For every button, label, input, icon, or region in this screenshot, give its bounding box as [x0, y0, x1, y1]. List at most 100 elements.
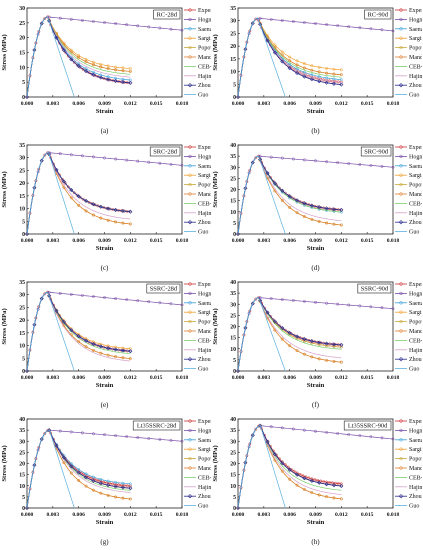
y-tick-label: 25	[19, 21, 25, 27]
y-tick-label: 20	[230, 44, 236, 50]
series-marker	[331, 207, 336, 212]
legend-marker	[188, 27, 192, 31]
legend-label: Saenz	[198, 164, 211, 170]
series-marker	[62, 461, 66, 465]
y-tick-label: 30	[230, 439, 236, 445]
legend-label: Mander et al.	[409, 55, 422, 61]
series-marker	[125, 435, 129, 439]
plot-frame	[237, 281, 394, 372]
legend-marker	[188, 447, 192, 451]
series-marker	[120, 208, 125, 213]
series-marker	[272, 50, 277, 55]
y-tick-label: 20	[19, 462, 25, 468]
y-tick-label: 35	[19, 143, 25, 149]
series-line	[237, 425, 394, 509]
series-marker	[147, 300, 151, 304]
series-marker	[291, 427, 295, 431]
series-marker	[280, 198, 284, 202]
legend-marker	[399, 438, 403, 442]
series-marker	[84, 472, 88, 476]
series-marker	[295, 472, 300, 477]
legend-label: Popovics	[198, 457, 211, 463]
chart-panel: 0.000 0.003 0.006 0.009 0.012 0.015 0.018 0 5 10 1…	[212, 280, 422, 409]
x-tick-label: 0.012	[124, 512, 137, 518]
panel-label: (e)	[101, 401, 109, 409]
legend-label: Mander et al.	[198, 329, 211, 335]
series-marker	[291, 157, 295, 161]
specimen-title: RC-28d	[157, 12, 178, 19]
series-marker	[317, 480, 322, 485]
legend-label: Popovics	[198, 183, 211, 189]
series-marker	[295, 200, 299, 204]
series-line	[237, 297, 286, 372]
legend-marker	[188, 329, 192, 333]
series-marker	[180, 303, 184, 307]
x-tick-label: 0.018	[176, 375, 189, 381]
legend-label: Sargin	[409, 447, 422, 453]
series-marker	[288, 206, 292, 209]
legend-label: CEB-FIP	[198, 64, 211, 70]
y-tick-label: 10	[230, 70, 236, 76]
legend-label: Hognestad	[409, 17, 422, 23]
legend-marker	[398, 356, 404, 362]
x-tick-label: 0.009	[98, 375, 111, 381]
series-marker	[295, 334, 300, 339]
legend-marker	[399, 17, 403, 22]
series-marker	[288, 477, 292, 481]
panel-label: (d)	[311, 264, 320, 272]
series-marker	[339, 223, 343, 227]
legend-marker	[188, 36, 192, 40]
series-marker	[235, 505, 241, 511]
legend-marker	[188, 17, 192, 22]
series-marker	[288, 55, 292, 59]
y-tick-label: 0	[22, 95, 25, 101]
series-marker	[43, 432, 47, 435]
series-marker	[325, 358, 329, 362]
series-marker	[147, 437, 151, 440]
series-marker	[295, 336, 299, 340]
series-marker	[24, 505, 30, 511]
chart-panel: 0.000 0.003 0.006 0.009 0.012 0.015 0.018 0 5 10 1…	[1, 143, 211, 272]
legend-label: CEB-FIP	[409, 475, 422, 481]
series-marker	[77, 340, 81, 344]
series-marker	[302, 352, 306, 356]
legend-label: Experimental	[409, 419, 422, 425]
series-marker	[269, 155, 273, 159]
series-marker	[235, 231, 241, 237]
x-tick-label: 0.006	[283, 512, 296, 518]
series-marker	[258, 16, 262, 20]
series-marker	[347, 162, 351, 166]
series-marker	[339, 483, 344, 488]
legend-marker	[188, 192, 192, 196]
legend-marker	[399, 310, 403, 314]
series-marker	[332, 496, 336, 500]
legend-label: Hajime	[409, 211, 422, 217]
series-marker	[128, 482, 132, 486]
series-marker	[369, 163, 373, 167]
x-tick-label: 0.018	[176, 512, 189, 518]
legend-marker	[399, 182, 403, 187]
y-tick-label: 40	[230, 280, 236, 286]
series-line	[26, 152, 75, 235]
series-marker	[302, 74, 307, 79]
y-tick-label: 25	[230, 176, 236, 182]
legend-label: Mander et al.	[409, 466, 422, 472]
legend-label: Hognestad	[198, 428, 211, 434]
series-marker	[302, 70, 306, 74]
series-marker	[98, 204, 103, 209]
series-marker	[76, 470, 81, 475]
x-tick-label: 0.018	[387, 101, 400, 107]
series-marker	[339, 68, 343, 72]
series-marker	[254, 427, 258, 431]
legend-marker	[399, 282, 403, 286]
series-marker	[295, 70, 300, 76]
series-marker	[99, 491, 103, 495]
series-marker	[317, 493, 321, 497]
y-axis-label: Stress (MPa)	[212, 34, 219, 70]
series-marker	[120, 483, 123, 487]
series-marker	[310, 491, 314, 495]
series-marker	[235, 94, 241, 100]
series-marker	[125, 158, 129, 162]
legend-label: Saenz	[198, 438, 211, 444]
series-marker	[81, 337, 85, 341]
